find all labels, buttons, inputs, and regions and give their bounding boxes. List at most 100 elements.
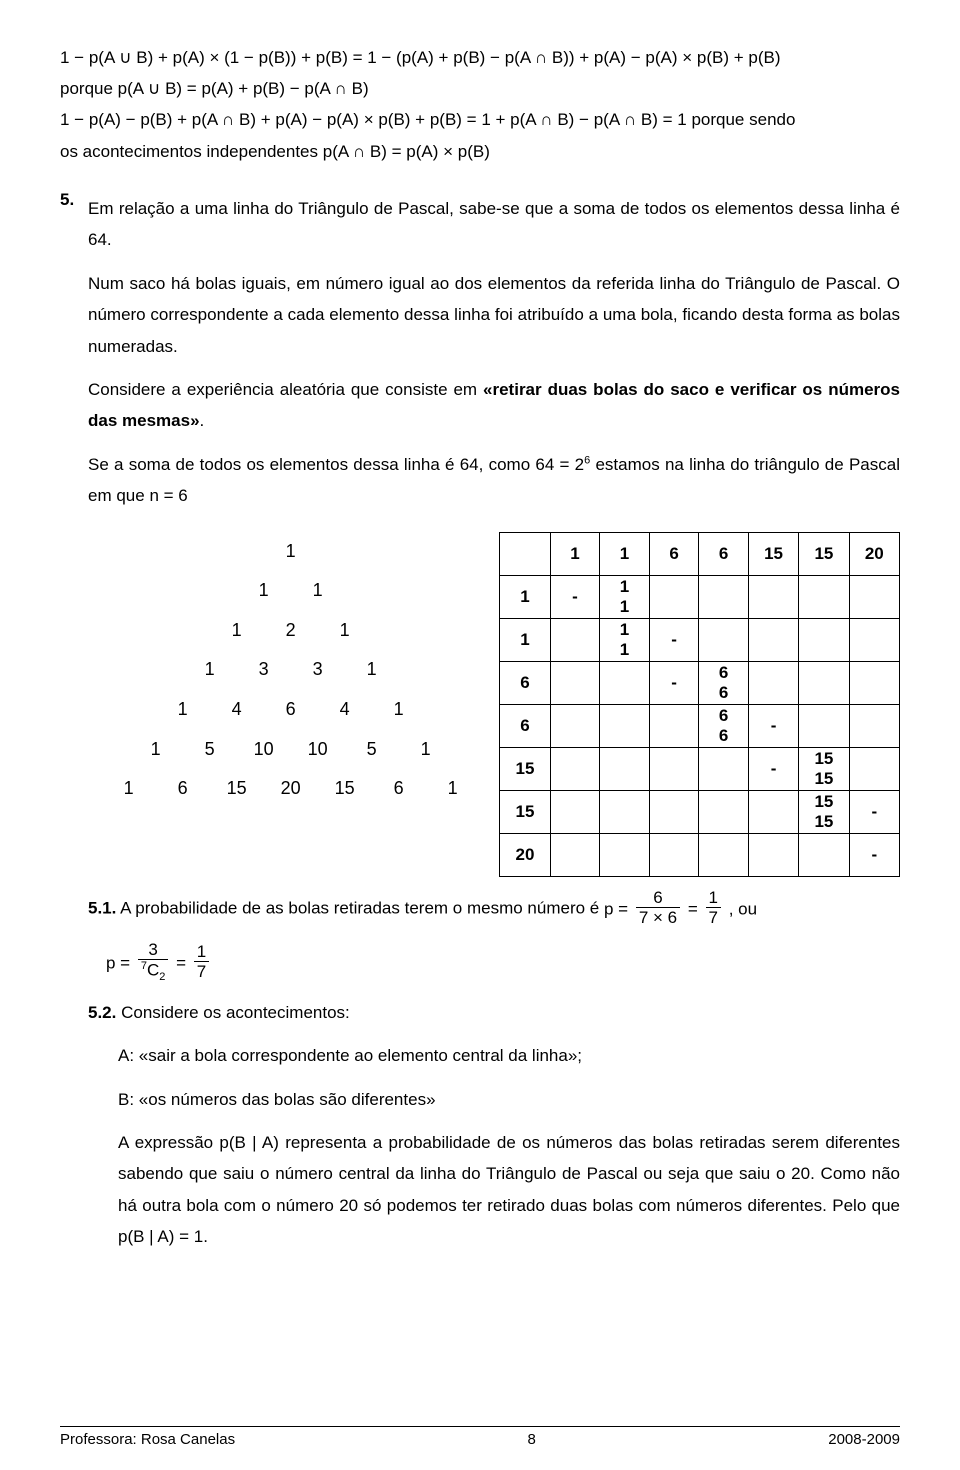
grid-cell <box>550 618 600 661</box>
grid-row-label: 6 <box>500 704 550 747</box>
p5c-post: . <box>200 411 205 430</box>
pascal-cell: 3 <box>291 650 345 690</box>
grid-cell <box>649 704 699 747</box>
grid-cell <box>849 575 899 618</box>
p5a: Em relação a uma linha do Triângulo de P… <box>88 193 900 256</box>
grid-cell <box>550 704 600 747</box>
grid-cell: - <box>849 833 899 876</box>
section-5-1b: p = 3 7C2 = 17 <box>106 941 900 985</box>
eq4-pre: os acontecimentos independentes <box>60 142 323 161</box>
s52-final: p(B | A) = 1 <box>118 1227 203 1246</box>
pascal-cell: 1 <box>426 769 480 809</box>
grid-cell <box>550 747 600 790</box>
grid-cell <box>849 618 899 661</box>
grid-cell <box>699 618 749 661</box>
grid-cell <box>600 790 650 833</box>
equation-3-line: 1 − p(A) − p(B) + p(A ∩ B) + p(A) − p(A)… <box>60 106 900 133</box>
s51-text: A probabilidade de as bolas retiradas te… <box>116 898 604 917</box>
grid-cell <box>748 661 798 704</box>
grid-cell <box>799 661 849 704</box>
pascal-cell: 10 <box>291 730 345 770</box>
grid-cell: 1515 <box>799 747 849 790</box>
equation-1: 1 − p(A ∪ B) + p(A) × (1 − p(B)) + p(B) … <box>60 44 900 71</box>
s52-exp-eq: p(B | A) <box>219 1133 279 1152</box>
pascal-row: 1615201561 <box>88 769 493 809</box>
frac-1-over-7-a: 17 <box>706 889 721 929</box>
pascal-cell: 6 <box>372 769 426 809</box>
grid-cell: 66 <box>699 661 749 704</box>
pascal-cell: 1 <box>399 730 453 770</box>
grid-row-label: 15 <box>500 790 550 833</box>
grid-cell <box>849 704 899 747</box>
grid-cell <box>799 704 849 747</box>
pascal-row: 121 <box>88 611 493 651</box>
grid-cell: 66 <box>699 704 749 747</box>
eq2: p(A ∪ B) = p(A) + p(B) − p(A ∩ B) <box>118 79 369 98</box>
section-5: 5. Em relação a uma linha do Triângulo d… <box>60 187 900 1259</box>
grid-cell <box>699 833 749 876</box>
pascal-cell: 1 <box>318 611 372 651</box>
pascal-cell: 1 <box>102 769 156 809</box>
grid-cell <box>748 618 798 661</box>
label-5-1: 5.1. <box>88 898 116 917</box>
eq3: 1 − p(A) − p(B) + p(A ∩ B) + p(A) − p(A)… <box>60 110 687 129</box>
pascal-cell: 1 <box>237 571 291 611</box>
pascal-cell: 2 <box>264 611 318 651</box>
grid-cell: - <box>649 661 699 704</box>
label-5: 5. <box>60 187 88 210</box>
p5c-pre: Considere a experiência aleatória que co… <box>88 380 483 399</box>
eq3-post: porque sendo <box>691 110 795 129</box>
grid-row-label: 1 <box>500 618 550 661</box>
grid-cell <box>849 661 899 704</box>
grid-cell <box>600 747 650 790</box>
grid-row-label: 20 <box>500 833 550 876</box>
pascal-cell: 20 <box>264 769 318 809</box>
label-5-2: 5.2. <box>88 1003 116 1022</box>
grid-cell <box>600 661 650 704</box>
grid-cell <box>699 747 749 790</box>
grid-cell <box>799 833 849 876</box>
outcome-grid: 11661515201-11111-6-66666-15-1515151515-… <box>499 532 900 877</box>
pascal-and-grid: 111121133114641151010511615201561 116615… <box>88 532 900 877</box>
grid-cell: - <box>849 790 899 833</box>
pascal-cell: 4 <box>318 690 372 730</box>
frac-1-over-7-b: 17 <box>194 943 209 983</box>
eq2-pre: porque <box>60 79 118 98</box>
grid-cell: 11 <box>600 575 650 618</box>
grid-cell <box>849 747 899 790</box>
pascal-cell: 1 <box>264 532 318 572</box>
s51b-eq: = <box>176 953 191 972</box>
footer-left: Professora: Rosa Canelas <box>60 1431 235 1448</box>
pascal-row: 1331 <box>88 650 493 690</box>
grid-header-cell: 1 <box>600 532 650 575</box>
s51b-p: p = <box>106 953 135 972</box>
pascal-cell: 1 <box>372 690 426 730</box>
grid-header-cell: 20 <box>849 532 899 575</box>
grid-row-label: 15 <box>500 747 550 790</box>
grid-cell <box>550 661 600 704</box>
pascal-cell: 15 <box>210 769 264 809</box>
pascal-cell: 1 <box>345 650 399 690</box>
s52-dot: . <box>203 1227 208 1246</box>
grid-cell <box>649 575 699 618</box>
grid-header-cell: 6 <box>699 532 749 575</box>
pascal-cell: 1 <box>183 650 237 690</box>
grid-cell <box>649 790 699 833</box>
grid-cell <box>799 575 849 618</box>
pascal-cell: 4 <box>210 690 264 730</box>
equation-4-line: os acontecimentos independentes p(A ∩ B)… <box>60 138 900 165</box>
grid-cell: 11 <box>600 618 650 661</box>
pascal-cell: 3 <box>237 650 291 690</box>
s52-explain: A expressão p(B | A) representa a probab… <box>118 1127 900 1253</box>
s51-eq1: = <box>688 899 703 918</box>
pascal-cell: 1 <box>291 571 345 611</box>
section-5-1: 5.1. A probabilidade de as bolas retirad… <box>88 889 900 929</box>
grid-cell: 1515 <box>799 790 849 833</box>
grid-cell: - <box>748 747 798 790</box>
grid-cell <box>699 575 749 618</box>
event-B: B: «os números das bolas são diferentes» <box>118 1084 900 1115</box>
frac-6-over-42: 67 × 6 <box>636 889 680 929</box>
grid-cell <box>748 575 798 618</box>
pascal-cell: 6 <box>264 690 318 730</box>
grid-header-cell: 15 <box>799 532 849 575</box>
